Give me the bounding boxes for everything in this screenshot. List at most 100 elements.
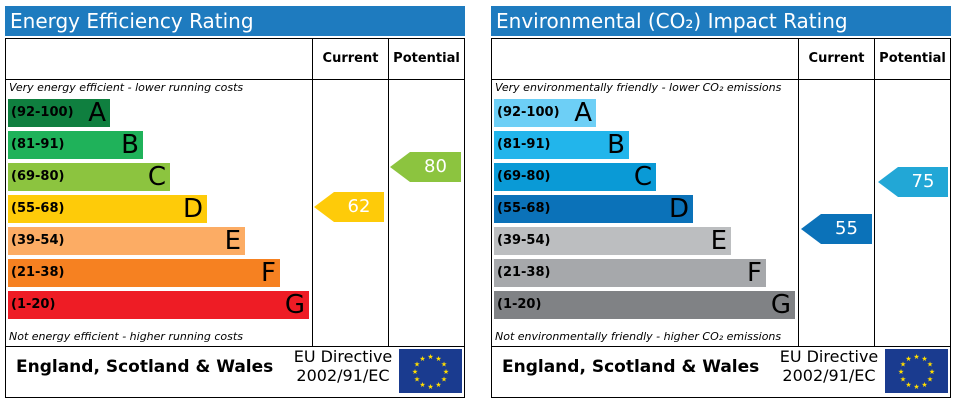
band-range: (39-54) xyxy=(11,233,65,248)
band-letter: A xyxy=(88,98,106,128)
band-b: (81-91) B xyxy=(8,131,143,159)
svg-text:★: ★ xyxy=(419,355,425,363)
region-label: England, Scotland & Wales xyxy=(502,357,760,377)
band-letter: C xyxy=(147,162,166,192)
directive-line-2: 2002/91/EC xyxy=(296,366,390,385)
svg-text:★: ★ xyxy=(443,368,449,376)
svg-text:★: ★ xyxy=(921,355,927,363)
eu-flag-icon: ★ ★ ★ ★ ★ ★ ★ ★ ★ ★ ★ ★ xyxy=(399,349,462,393)
band-range: (69-80) xyxy=(11,169,65,184)
band-letter: B xyxy=(607,130,625,160)
band-range: (92-100) xyxy=(497,105,560,120)
svg-text:★: ★ xyxy=(921,381,927,389)
svg-text:★: ★ xyxy=(414,376,420,384)
environmental-impact-panel: Environmental (CO₂) Impact Rating Curren… xyxy=(491,6,951,398)
band-letter: C xyxy=(633,162,652,192)
eu-directive: EU Directive 2002/91/EC xyxy=(288,347,398,385)
band-letter: A xyxy=(574,98,592,128)
band-range: (55-68) xyxy=(497,201,551,216)
current-rating-arrow: 62 xyxy=(314,192,384,222)
svg-text:★: ★ xyxy=(905,381,911,389)
divider xyxy=(492,346,950,347)
band-letter: D xyxy=(182,194,203,224)
band-letter: D xyxy=(668,194,689,224)
current-rating-arrow: 55 xyxy=(801,214,872,244)
svg-text:★: ★ xyxy=(435,381,441,389)
eu-flag-icon: ★ ★ ★ ★ ★ ★ ★ ★ ★ ★ ★ ★ xyxy=(885,349,948,393)
band-d: (55-68) D xyxy=(8,195,207,223)
potential-rating-value: 75 xyxy=(911,171,935,192)
svg-text:★: ★ xyxy=(412,368,418,376)
band-c: (69-80) C xyxy=(494,163,656,191)
current-column-header: Current xyxy=(808,51,865,66)
band-a: (92-100) A xyxy=(494,99,596,127)
band-g: (1-20) G xyxy=(8,291,309,319)
top-note: Very energy efficient - lower running co… xyxy=(9,81,244,94)
potential-column-header: Potential xyxy=(393,51,460,66)
band-letter: F xyxy=(261,258,276,288)
panel-title: Energy Efficiency Rating xyxy=(5,6,465,36)
band-d: (55-68) D xyxy=(494,195,693,223)
divider xyxy=(874,39,875,346)
band-c: (69-80) C xyxy=(8,163,170,191)
divider xyxy=(388,39,389,346)
eu-directive: EU Directive 2002/91/EC xyxy=(774,347,884,385)
band-b: (81-91) B xyxy=(494,131,629,159)
current-rating-value: 55 xyxy=(835,218,858,239)
svg-text:★: ★ xyxy=(900,376,906,384)
potential-rating-arrow: 75 xyxy=(878,167,948,197)
directive-line-2: 2002/91/EC xyxy=(782,366,876,385)
band-range: (39-54) xyxy=(497,233,551,248)
divider xyxy=(312,39,313,346)
svg-text:★: ★ xyxy=(414,361,420,369)
potential-column-header: Potential xyxy=(879,51,946,66)
band-letter: F xyxy=(747,258,762,288)
panel-title: Environmental (CO₂) Impact Rating xyxy=(491,6,951,36)
top-note: Very environmentally friendly - lower CO… xyxy=(495,81,782,94)
svg-text:★: ★ xyxy=(900,361,906,369)
svg-text:★: ★ xyxy=(441,361,447,369)
potential-rating-value: 80 xyxy=(424,156,447,177)
directive-line-1: EU Directive xyxy=(293,347,393,366)
band-letter: G xyxy=(770,290,791,320)
divider xyxy=(798,39,799,346)
band-f: (21-38) F xyxy=(494,259,766,287)
svg-text:★: ★ xyxy=(913,383,919,391)
band-range: (92-100) xyxy=(11,105,74,120)
potential-rating-arrow: 80 xyxy=(390,152,461,182)
svg-text:★: ★ xyxy=(441,376,447,384)
directive-line-1: EU Directive xyxy=(779,347,879,366)
band-a: (92-100) A xyxy=(8,99,110,127)
divider xyxy=(6,346,464,347)
band-range: (81-91) xyxy=(497,137,551,152)
divider xyxy=(492,79,950,80)
band-range: (55-68) xyxy=(11,201,65,216)
svg-text:★: ★ xyxy=(929,368,935,376)
band-range: (1-20) xyxy=(11,297,56,312)
svg-text:★: ★ xyxy=(905,355,911,363)
band-range: (81-91) xyxy=(11,137,65,152)
band-e: (39-54) E xyxy=(494,227,731,255)
svg-text:★: ★ xyxy=(427,353,433,361)
current-column-header: Current xyxy=(322,51,379,66)
band-letter: E xyxy=(224,226,241,256)
band-letter: B xyxy=(121,130,139,160)
rating-frame: Current Potential Very energy efficient … xyxy=(5,38,465,398)
svg-text:★: ★ xyxy=(427,383,433,391)
band-range: (21-38) xyxy=(11,265,65,280)
band-range: (69-80) xyxy=(497,169,551,184)
svg-text:★: ★ xyxy=(419,381,425,389)
region-label: England, Scotland & Wales xyxy=(16,357,274,377)
current-rating-value: 62 xyxy=(347,196,371,217)
band-e: (39-54) E xyxy=(8,227,245,255)
svg-text:★: ★ xyxy=(913,353,919,361)
band-f: (21-38) F xyxy=(8,259,280,287)
bottom-note: Not energy efficient - higher running co… xyxy=(9,330,243,343)
svg-text:★: ★ xyxy=(898,368,904,376)
band-g: (1-20) G xyxy=(494,291,795,319)
svg-text:★: ★ xyxy=(435,355,441,363)
band-letter: G xyxy=(284,290,305,320)
energy-efficiency-panel: Energy Efficiency Rating Current Potenti… xyxy=(5,6,465,398)
divider xyxy=(6,79,464,80)
band-range: (21-38) xyxy=(497,265,551,280)
